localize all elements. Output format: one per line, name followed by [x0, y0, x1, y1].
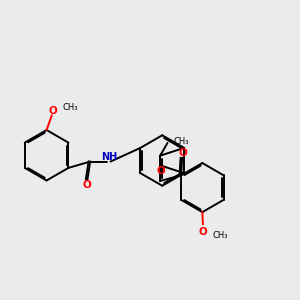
Text: O: O: [82, 180, 91, 190]
Text: CH₃: CH₃: [213, 231, 228, 240]
Text: O: O: [48, 106, 57, 116]
Text: CH₃: CH₃: [174, 137, 189, 146]
Text: CH₃: CH₃: [62, 103, 78, 112]
Text: O: O: [178, 148, 187, 158]
Text: O: O: [199, 227, 207, 237]
Text: O: O: [156, 166, 165, 176]
Text: NH: NH: [101, 152, 117, 162]
